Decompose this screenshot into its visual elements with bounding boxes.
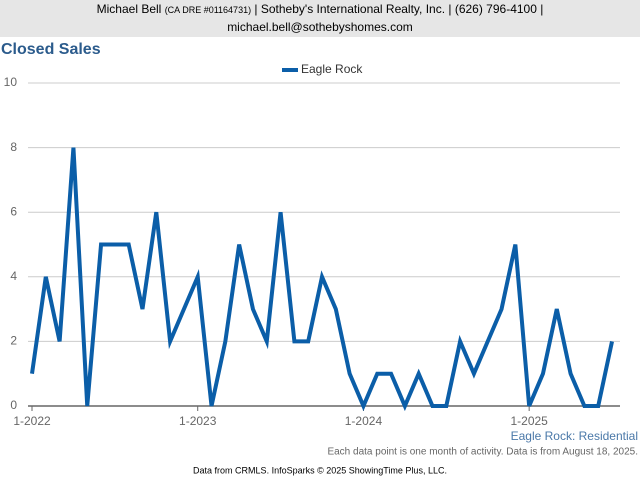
y-tick-label: 4 <box>10 269 17 283</box>
y-tick-label: 0 <box>10 398 17 412</box>
license: (CA DRE #01164731) <box>164 5 252 15</box>
x-tick-label: 1-2023 <box>179 414 217 428</box>
y-tick-label: 2 <box>10 334 17 348</box>
x-tick-label: 1-2022 <box>13 414 51 428</box>
x-tick-label: 1-2024 <box>345 414 383 428</box>
line <box>30 147 614 412</box>
legend-label: Eagle Rock <box>301 62 363 76</box>
header: Michael Bell (CA DRE #01164731) | Sotheb… <box>0 0 640 37</box>
source: Data from CRMLS. InfoSparks © 2025 Showi… <box>193 465 447 475</box>
y-tick-label: 10 <box>4 75 18 89</box>
subtitle: Eagle Rock: Residential <box>511 429 638 443</box>
y-tick-label: 6 <box>10 204 17 218</box>
note: Each data point is one month of activity… <box>327 447 638 458</box>
company: | Sotheby's International Realty, Inc. |… <box>254 2 544 16</box>
agent-name: Michael Bell <box>96 2 162 16</box>
email: michael.bell@sothebyshomes.com <box>227 20 413 34</box>
header-line: Michael Bell (CA DRE #01164731) | Sotheb… <box>0 1 640 19</box>
x-tick-label: 1-2025 <box>510 414 548 428</box>
chart-title: Closed Sales <box>1 41 101 58</box>
y-tick-label: 8 <box>10 140 17 154</box>
